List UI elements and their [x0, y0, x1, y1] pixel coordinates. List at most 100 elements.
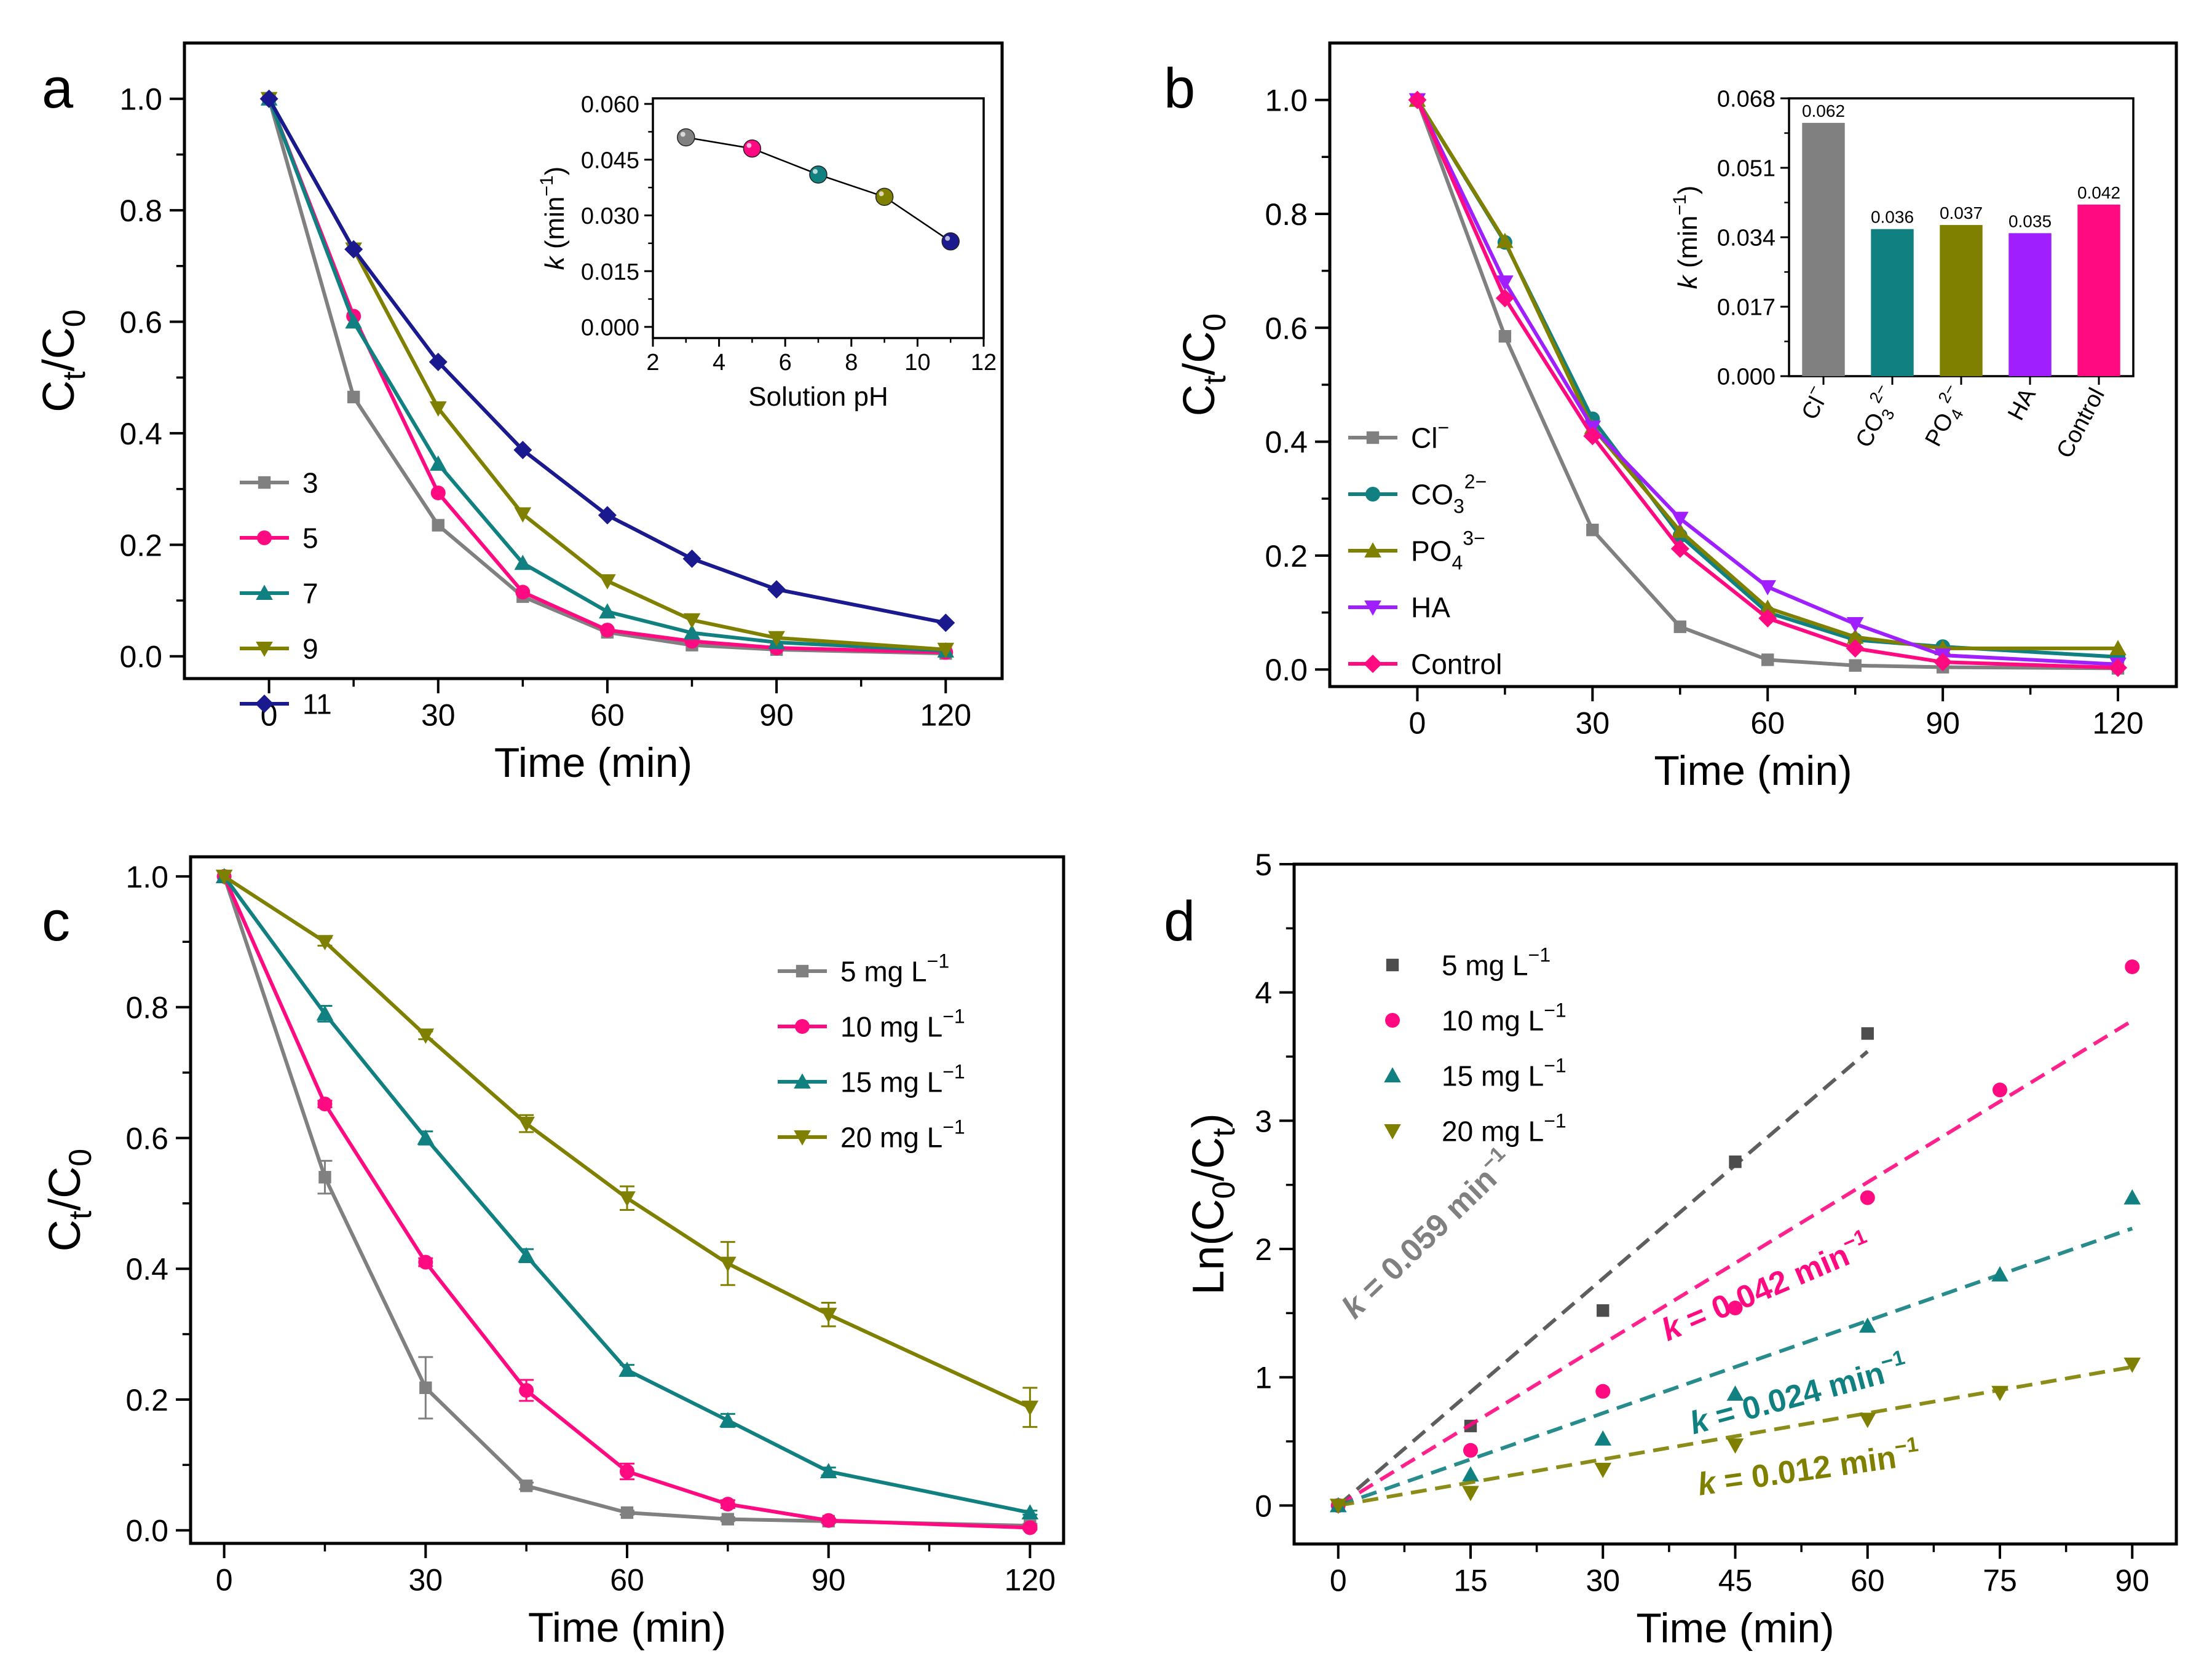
y-tick-label: 0.2 — [1265, 539, 1308, 573]
inset-chart: 0.000 0.017 0.034 0.051 0.068 k (min−1) 0.062C… — [1670, 87, 2135, 462]
y-tick-label: 0.8 — [125, 991, 168, 1025]
inset-y-tick-label: 0.051 — [1717, 156, 1776, 182]
inset-x-tick-label: 6 — [779, 350, 792, 376]
inset-bar — [1871, 229, 1914, 376]
x-tick-label: 0 — [216, 1563, 233, 1597]
legend-label: Control — [1411, 648, 1502, 680]
data-point — [618, 1191, 636, 1207]
legend-name: 9 — [302, 633, 318, 665]
y-axis-title: Ln(C0/Ct) — [1184, 1113, 1242, 1294]
data-point — [1991, 1266, 2009, 1282]
inset-point-highlight — [879, 191, 884, 197]
x-tick-label: 60 — [590, 698, 625, 733]
y-tick-label: 0.4 — [1265, 425, 1308, 460]
series-5 — [259, 89, 955, 632]
inset-y-tick-label: 0.015 — [581, 259, 639, 285]
x-axis: 0 15 30 45 60 75 90 — [1330, 1544, 2149, 1598]
data-point — [316, 1005, 334, 1021]
inset-y-tick-label: 0.045 — [581, 148, 639, 173]
legend-sup: −1 — [942, 1116, 965, 1138]
legend-marker — [255, 695, 274, 713]
legend-label: 20 mg L−1 — [1442, 1110, 1566, 1148]
data-point — [1728, 1301, 1743, 1316]
series-line — [267, 98, 946, 652]
legend-marker — [794, 1073, 811, 1089]
y-tick-label: 0.0 — [119, 640, 162, 674]
data-point — [418, 1254, 433, 1270]
legend-item: PO43− — [1348, 527, 1485, 574]
legend-sub: 4 — [1452, 552, 1463, 574]
data-point — [515, 585, 531, 600]
data-point — [1934, 653, 1953, 672]
legend-marker — [1384, 1124, 1401, 1140]
legend-item: 11 — [240, 688, 332, 720]
y-tick-label: 0.4 — [119, 417, 162, 451]
series-5 — [1408, 90, 2128, 677]
data-point — [1726, 1438, 1744, 1454]
legend-item: 5 mg L−1 — [778, 950, 949, 988]
legend-marker — [1364, 655, 1382, 673]
data-point — [1858, 1412, 1876, 1428]
y-axis-title: Ct/C0 — [1175, 313, 1233, 416]
legend-name: Control — [1411, 648, 1502, 680]
y-axis: 0.0 0.2 0.4 0.6 0.8 1.0 — [119, 82, 184, 674]
y-tick-label: 0.2 — [125, 1383, 168, 1417]
y-title-main: C — [34, 380, 84, 412]
inset-bar — [2009, 233, 2052, 376]
data-point — [1463, 1443, 1478, 1458]
k-exponent: −1 — [1893, 1433, 1920, 1459]
y-title-sub: t — [1206, 1128, 1242, 1137]
legend-item: CO32− — [1348, 471, 1487, 518]
data-point — [432, 519, 444, 532]
data-point — [2125, 959, 2140, 974]
data-point — [1408, 90, 1427, 109]
legend-name: 20 mg L — [1442, 1116, 1544, 1148]
legend-marker — [257, 530, 272, 545]
legend-marker — [1364, 600, 1381, 616]
data-point — [1670, 539, 1689, 558]
y-title-sub: t — [57, 371, 92, 380]
inset-x-title: Solution pH — [748, 382, 888, 412]
data-point — [1849, 659, 1862, 672]
series-line — [223, 875, 1031, 1409]
data-point — [1846, 628, 1864, 644]
legend-sup: −1 — [1528, 944, 1550, 966]
legend-name: 10 mg L — [1442, 1005, 1544, 1037]
panel-a: a 0 30 60 90 120 0.0 0.2 0.4 0.6 0.8 1.0 Time (min) C… — [34, 41, 1004, 786]
legend-label: 10 mg L−1 — [1442, 999, 1566, 1037]
x-axis: 0 30 60 90 120 — [216, 1543, 1056, 1597]
inset-bar-value-label: 0.062 — [1802, 101, 1845, 120]
data-point — [620, 1506, 634, 1519]
axes-frame — [183, 41, 1004, 680]
legend-label: 15 mg L−1 — [840, 1061, 965, 1098]
legend-marker — [1386, 958, 1399, 972]
x-tick-label: 120 — [1005, 1563, 1056, 1597]
panel-label: a — [42, 57, 74, 120]
y-tick-label: 0.6 — [119, 305, 162, 340]
data-point — [1759, 580, 1777, 596]
data-point — [936, 613, 955, 632]
data-point — [2123, 1357, 2141, 1373]
data-point — [1594, 1462, 1612, 1478]
data-point — [429, 401, 447, 417]
y-tick-label: 0.2 — [119, 528, 162, 562]
legend-sup: − — [1437, 417, 1449, 439]
data-point — [215, 869, 233, 885]
data-point — [820, 1463, 837, 1479]
series-line — [1415, 99, 2119, 670]
x-tick-label: 90 — [1926, 706, 1960, 741]
data-point — [767, 580, 786, 599]
inset-x-tick-label: 12 — [971, 350, 997, 376]
inset-y-tick-label: 0.034 — [1717, 226, 1776, 251]
data-point — [683, 624, 701, 640]
data-point — [1846, 617, 1864, 632]
inset-x-tick-label: 8 — [845, 350, 858, 376]
data-point — [345, 313, 362, 329]
legend-name: 3 — [302, 467, 318, 499]
x-axis-title: Time (min) — [528, 1604, 726, 1651]
inset-y-title-var: k — [1673, 274, 1703, 289]
legend-item: Cl− — [1348, 417, 1449, 454]
series-line — [222, 875, 1030, 1530]
y-tick-label: 0.4 — [125, 1252, 168, 1286]
